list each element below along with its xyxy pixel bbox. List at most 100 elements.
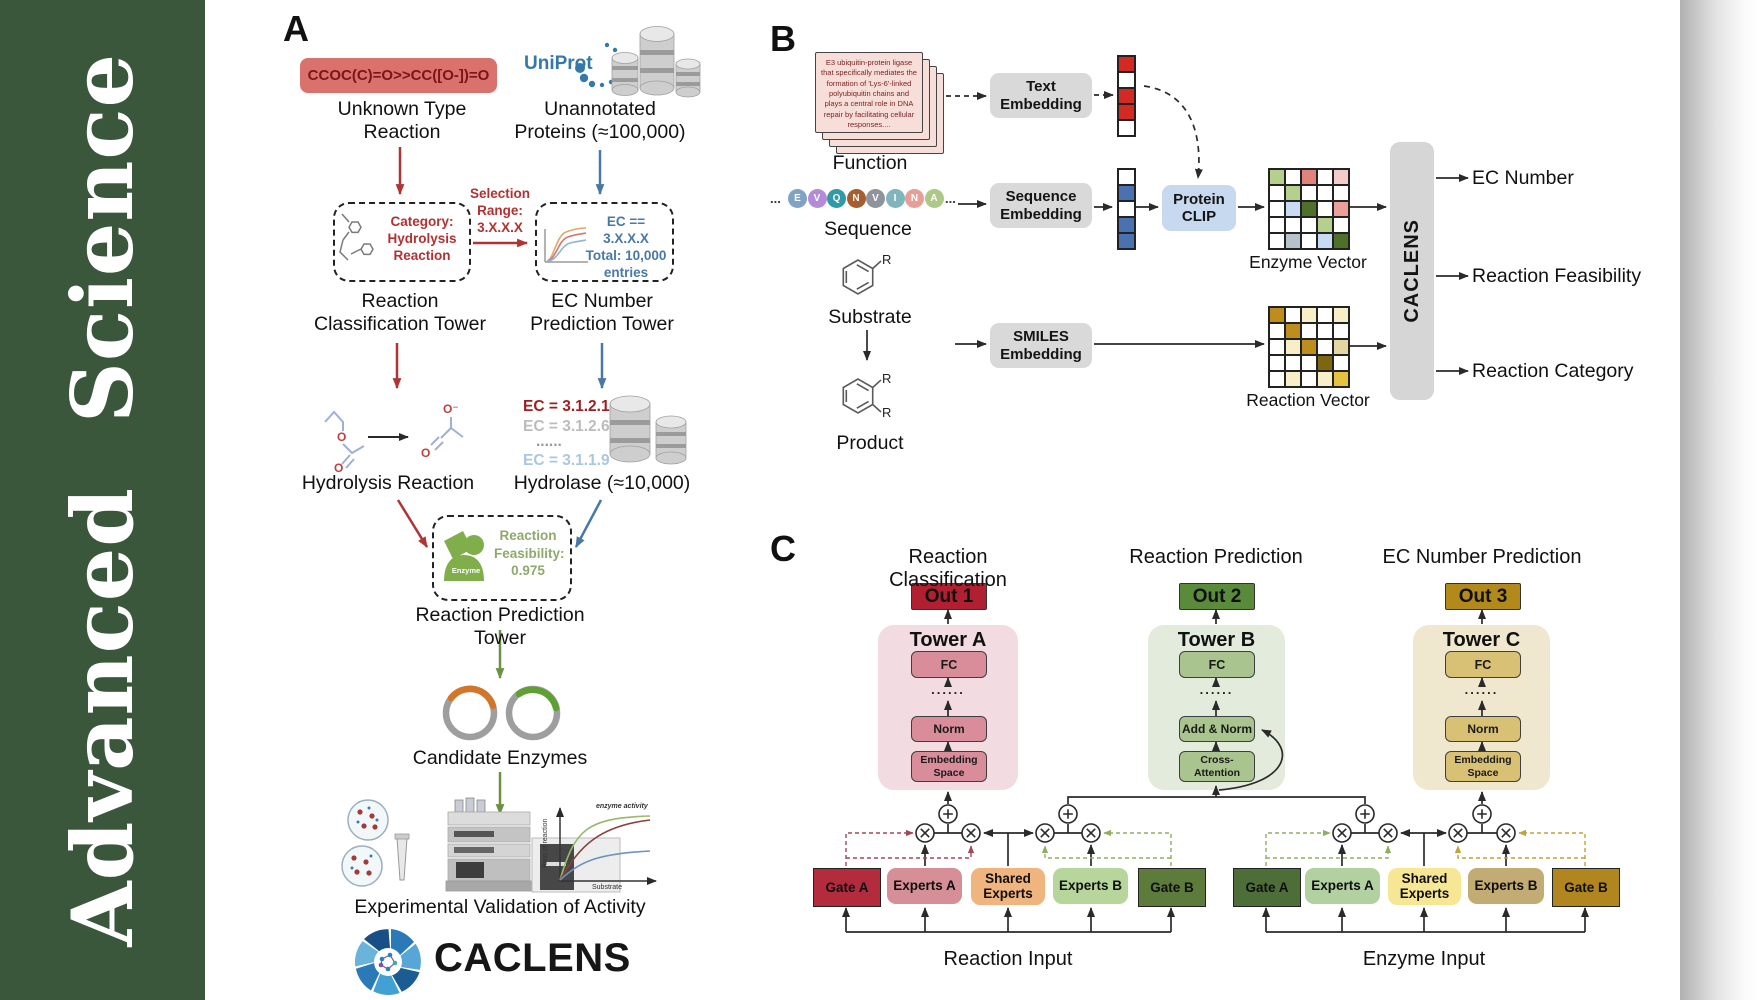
matrix-cell bbox=[1118, 88, 1135, 104]
ec-list-item: EC = 3.1.2.1 bbox=[523, 398, 610, 415]
multiply-add-nodes bbox=[915, 804, 1516, 843]
sequence-embedding-vector bbox=[1117, 168, 1136, 250]
matrix-cell bbox=[1301, 371, 1317, 387]
ec-tower-label: EC Number Prediction Tower bbox=[530, 290, 674, 335]
tower-c-embedding: Embedding Space bbox=[1445, 751, 1521, 782]
enzyme-gate-a: Gate A bbox=[1233, 868, 1301, 907]
enzyme-vector-label: Enzyme Vector bbox=[1249, 252, 1367, 272]
reaction-gate-a: Gate A bbox=[813, 868, 881, 907]
matrix-cell bbox=[1333, 185, 1349, 201]
residue-circle-A: A bbox=[924, 189, 944, 208]
output-ec-number: EC Number bbox=[1472, 167, 1574, 189]
unknown-reaction-label: Unknown Type Reaction bbox=[337, 98, 467, 143]
tower-c-dots: ...... bbox=[1464, 682, 1499, 697]
benzene-substrate-icon bbox=[842, 259, 882, 295]
tower-b-cross-attention: Cross- Attention bbox=[1179, 751, 1255, 782]
sequence-ellipsis: ... bbox=[945, 191, 956, 206]
matrix-cell bbox=[1269, 201, 1285, 217]
matrix-cell bbox=[1317, 233, 1333, 249]
enzyme-gate-b: Gate B bbox=[1552, 868, 1620, 907]
reaction-shared-experts: Shared Experts bbox=[971, 868, 1045, 905]
tower-c-norm: Norm bbox=[1445, 716, 1521, 742]
database-icon bbox=[611, 26, 701, 98]
protein-clip-box: Protein CLIP bbox=[1162, 185, 1236, 231]
matrix-cell bbox=[1333, 355, 1349, 371]
matrix-cell bbox=[1301, 169, 1317, 185]
petri-dish-icons bbox=[341, 799, 410, 887]
matrix-cell bbox=[1285, 169, 1301, 185]
category-text: Category: Hydrolysis Reaction bbox=[387, 214, 457, 263]
matrix-cell bbox=[1301, 217, 1317, 233]
matrix-cell bbox=[1118, 169, 1135, 185]
text-embedding-box: Text Embedding bbox=[990, 73, 1092, 118]
matrix-cell bbox=[1317, 323, 1333, 339]
function-card: E3 ubiquitin-protein ligase that specifi… bbox=[815, 52, 923, 133]
tower-b-title: Tower B bbox=[1177, 629, 1256, 651]
matrix-cell bbox=[1118, 104, 1135, 120]
matrix-cell bbox=[1301, 233, 1317, 249]
hydrolysis-reaction-label: Hydrolysis Reaction bbox=[301, 472, 475, 494]
caclens-wordmark: CACLENS bbox=[434, 936, 631, 980]
tower-a-norm: Norm bbox=[911, 716, 987, 742]
residue-circle-E: E bbox=[788, 189, 807, 208]
smiles-reaction-box: CCOC(C)=O>>CC([O-])=O bbox=[300, 58, 497, 93]
task-header-reaction-classification: Reaction Classification bbox=[889, 546, 1007, 591]
matrix-cell bbox=[1285, 371, 1301, 387]
residue-circle-V: V bbox=[807, 189, 827, 208]
benzene-product-icon bbox=[842, 378, 882, 414]
ec-prediction-box bbox=[535, 202, 674, 282]
matrix-cell bbox=[1333, 307, 1349, 323]
uniprot-logo-text: UniProt bbox=[524, 53, 593, 74]
acetate-molecule bbox=[430, 417, 464, 451]
tower-c-fc: FC bbox=[1445, 651, 1521, 678]
residue-circle-I: I bbox=[885, 189, 905, 208]
enzyme-experts-a: Experts A bbox=[1305, 868, 1380, 904]
tower-b-dots: ...... bbox=[1199, 682, 1234, 697]
tower-a-embedding: Embedding Space bbox=[911, 751, 987, 782]
matrix-cell bbox=[1118, 217, 1135, 233]
reaction-vector-matrix bbox=[1268, 306, 1350, 388]
matrix-cell bbox=[1317, 185, 1333, 201]
reaction-prediction-box bbox=[432, 515, 572, 601]
output-reaction-category: Reaction Category bbox=[1472, 360, 1634, 382]
out-3-box: Out 3 bbox=[1445, 583, 1521, 610]
matrix-cell bbox=[1301, 323, 1317, 339]
reaction-classification-box bbox=[333, 202, 471, 282]
matrix-cell bbox=[1317, 339, 1333, 355]
enzyme-shared-experts: Shared Experts bbox=[1388, 868, 1461, 905]
tower-a-dots: ...... bbox=[931, 682, 965, 697]
graph-annotation: enzyme activity bbox=[596, 803, 648, 810]
feasibility-text: Reaction Feasibility: 0.975 bbox=[494, 528, 565, 579]
matrix-cell bbox=[1285, 355, 1301, 371]
matrix-cell bbox=[1317, 307, 1333, 323]
matrix-cell bbox=[1301, 355, 1317, 371]
matrix-cell bbox=[1333, 201, 1349, 217]
panel-b-label: B bbox=[770, 18, 796, 59]
matrix-cell bbox=[1301, 185, 1317, 201]
matrix-cell bbox=[1301, 201, 1317, 217]
matrix-cell bbox=[1317, 169, 1333, 185]
residue-circle-N: N bbox=[846, 189, 866, 208]
page-edge-shadow bbox=[1680, 0, 1760, 1000]
matrix-cell bbox=[1285, 233, 1301, 249]
matrix-cell bbox=[1285, 217, 1301, 233]
hydrolase-label: Hydrolase (≈10,000) bbox=[513, 472, 691, 494]
matrix-cell bbox=[1301, 307, 1317, 323]
selection-range-text: Selection Range: 3.X.X.X bbox=[469, 186, 531, 235]
out-2-box: Out 2 bbox=[1179, 583, 1255, 610]
residue-circle-V: V bbox=[866, 189, 885, 208]
enzyme-experts-b: Experts B bbox=[1468, 868, 1544, 904]
matrix-cell bbox=[1269, 339, 1285, 355]
oxygen-atom-label: O bbox=[334, 461, 344, 475]
tower-c: Tower C FC ...... Norm Embedding Space bbox=[1413, 625, 1550, 790]
oxygen-atom-label: O bbox=[337, 430, 347, 444]
matrix-cell bbox=[1118, 120, 1135, 136]
reaction-gate-b: Gate B bbox=[1138, 868, 1206, 907]
graph-x-axis-label: Substrate bbox=[592, 884, 622, 891]
journal-title: Advanced Science bbox=[53, 53, 152, 947]
matrix-cell bbox=[1269, 169, 1285, 185]
caclens-logo-icon bbox=[354, 929, 421, 995]
tower-a: Tower A FC ...... Norm Embedding Space bbox=[878, 625, 1018, 790]
tower-a-title: Tower A bbox=[909, 629, 987, 651]
